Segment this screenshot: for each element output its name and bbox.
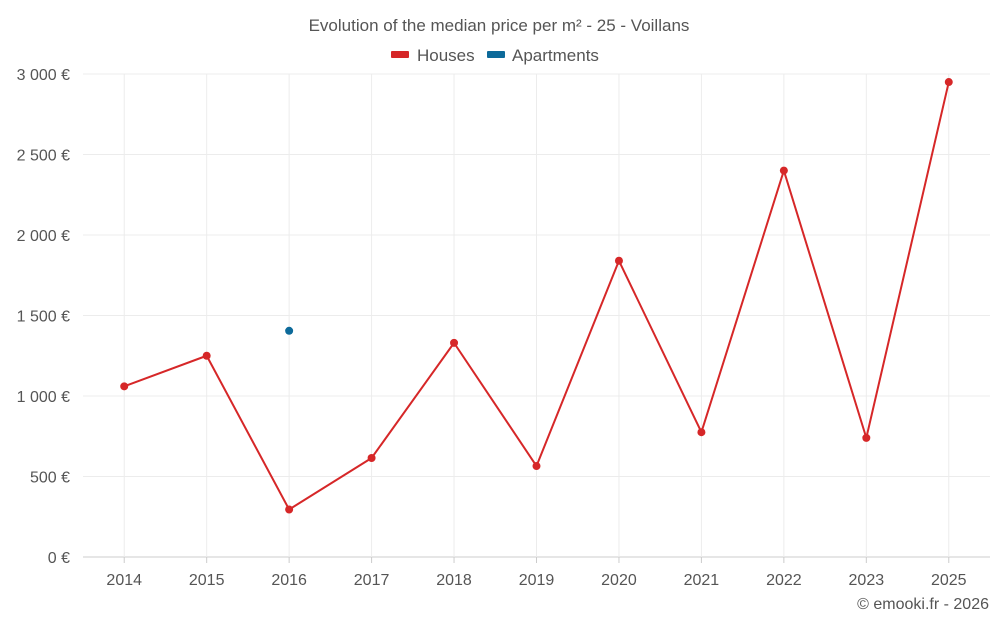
- data-point-houses[interactable]: [614, 256, 623, 265]
- y-tick-label: 2 500 €: [17, 148, 70, 165]
- legend-swatch-apartments: [487, 51, 505, 58]
- data-point-houses[interactable]: [202, 351, 211, 360]
- x-tick-label: 2022: [766, 572, 802, 589]
- x-tick-label: 2025: [931, 572, 967, 589]
- x-tick-label: 2017: [354, 572, 390, 589]
- y-tick-label: 1 000 €: [17, 389, 70, 406]
- y-tick-label: 0 €: [48, 550, 70, 567]
- x-tick-label: 2016: [271, 572, 307, 589]
- data-point-houses[interactable]: [862, 433, 871, 442]
- data-point-apartments[interactable]: [285, 326, 294, 335]
- x-tick-label: 2018: [436, 572, 472, 589]
- legend-item-houses[interactable]: Houses: [391, 46, 475, 65]
- data-point-houses[interactable]: [285, 505, 294, 514]
- data-point-houses[interactable]: [120, 382, 129, 391]
- x-tick-label: 2023: [849, 572, 885, 589]
- x-tick-label: 2021: [684, 572, 720, 589]
- x-tick-label: 2015: [189, 572, 225, 589]
- legend-item-apartments[interactable]: Apartments: [487, 46, 599, 65]
- data-point-houses[interactable]: [367, 453, 376, 462]
- x-tick-label: 2019: [519, 572, 555, 589]
- data-point-houses[interactable]: [697, 428, 706, 437]
- x-tick-label: 2014: [106, 572, 142, 589]
- y-tick-label: 500 €: [30, 470, 70, 487]
- data-point-houses[interactable]: [532, 462, 541, 471]
- legend-label-apartments: Apartments: [512, 46, 599, 65]
- x-tick-label: 2020: [601, 572, 637, 589]
- data-point-houses[interactable]: [450, 338, 459, 347]
- legend-label-houses: Houses: [417, 46, 475, 65]
- y-axis: 0 € 500 € 1 000 € 1 500 € 2 000 € 2 500 € 3 00…: [17, 67, 70, 567]
- y-tick-label: 2 000 €: [17, 228, 70, 245]
- y-tick-label: 3 000 €: [17, 67, 70, 84]
- data-point-houses[interactable]: [779, 166, 788, 175]
- x-axis: 2014 2015 2016 2017 2018 2019 2020 2021 2022 2023…: [106, 557, 967, 589]
- legend-swatch-houses: [391, 51, 409, 58]
- y-tick-label: 1 500 €: [17, 309, 70, 326]
- credit-text: © emooki.fr - 2026: [857, 596, 989, 613]
- chart-title: Evolution of the median price per m² - 2…: [309, 16, 690, 35]
- series-layer: [120, 78, 953, 514]
- grid: [83, 73, 990, 558]
- data-point-houses[interactable]: [944, 78, 953, 87]
- legend: Houses Apartments: [391, 46, 599, 65]
